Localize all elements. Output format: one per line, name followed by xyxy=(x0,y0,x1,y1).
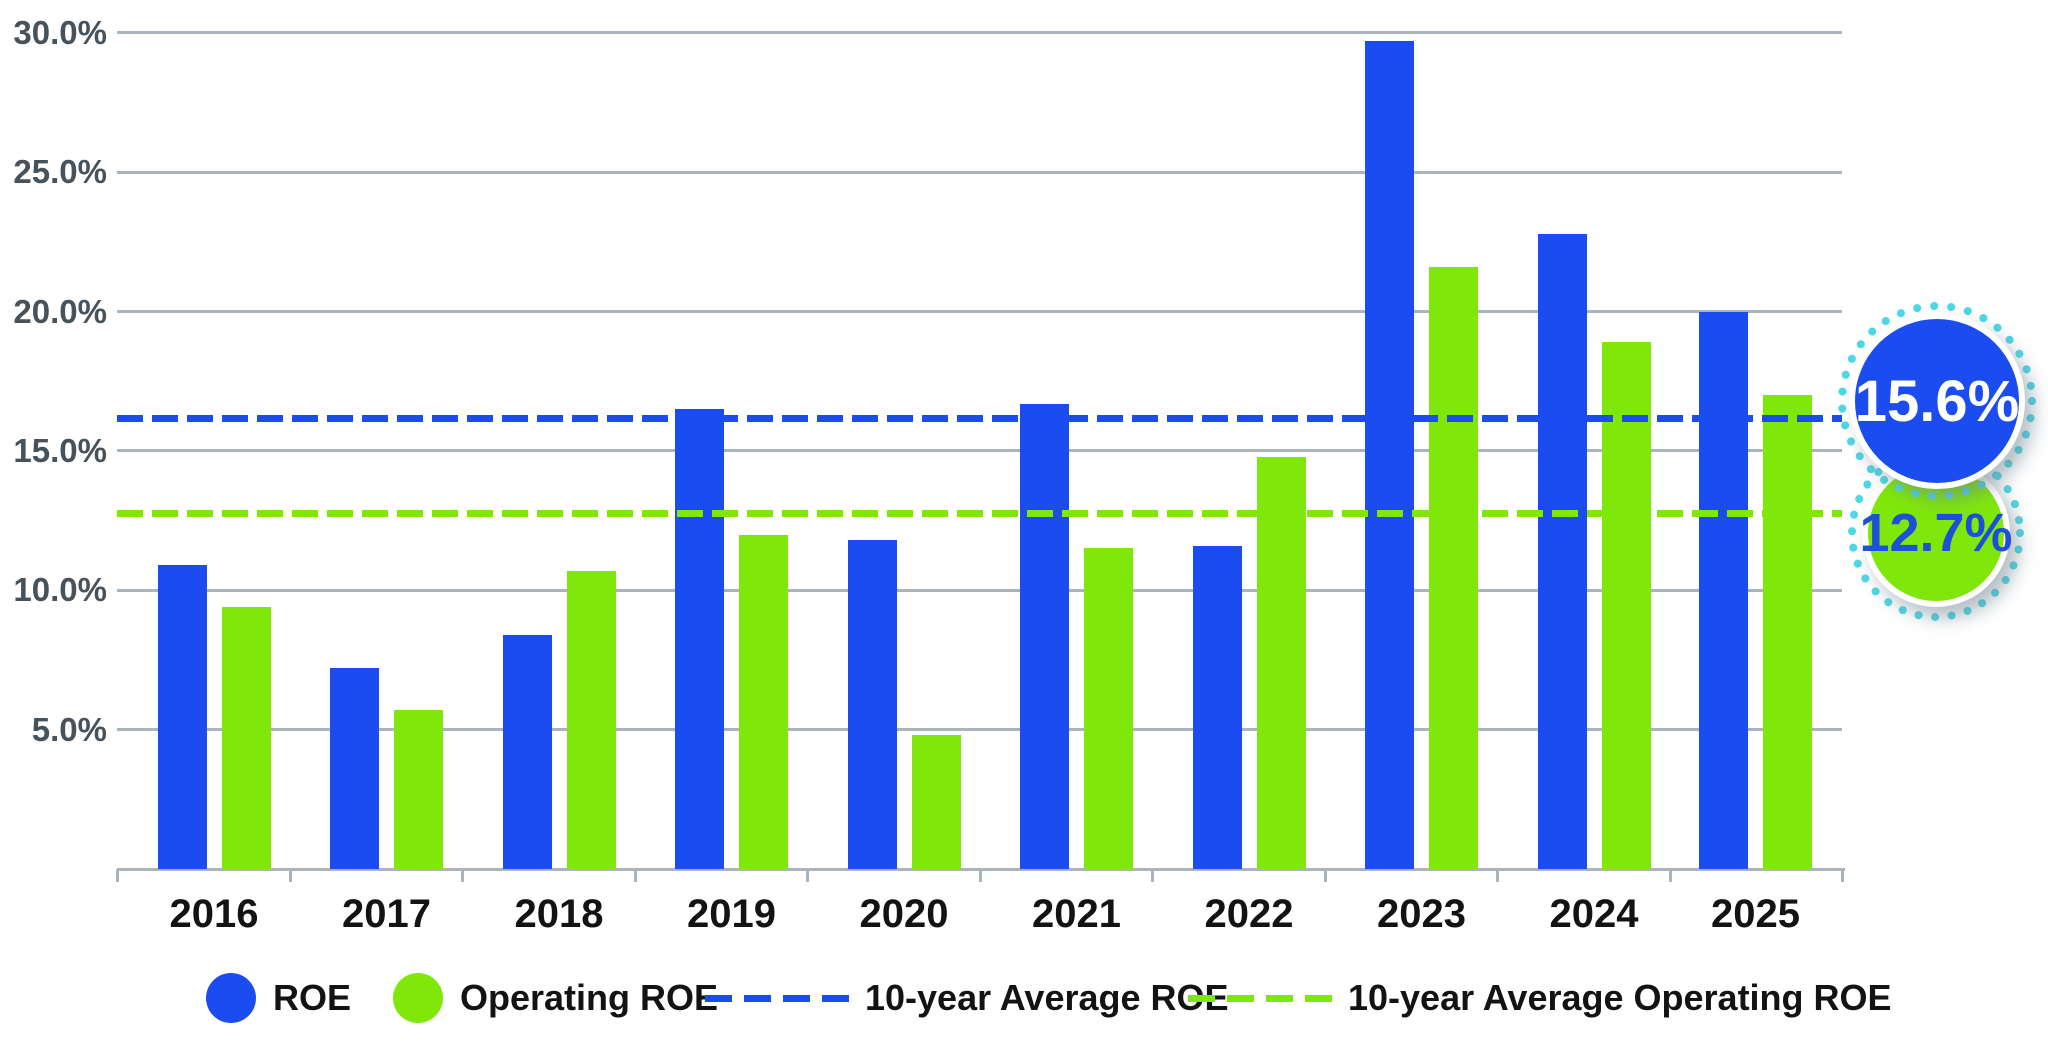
legend-dashed-line-marker-icon xyxy=(1188,994,1334,1002)
legend-circle-marker-icon xyxy=(206,973,256,1023)
x-axis-label-2018: 2018 xyxy=(514,892,604,936)
x-axis-tick xyxy=(288,869,292,882)
legend-dashed-line-marker-icon xyxy=(705,994,851,1002)
bar-roe-2018 xyxy=(502,634,552,869)
x-axis-tick xyxy=(1151,869,1154,882)
x-axis-tick xyxy=(806,869,809,882)
x-axis-label-2022: 2022 xyxy=(1204,892,1294,936)
bar-roe-2016 xyxy=(157,565,207,869)
legend-item-10-year-average-operating-roe: 10-year Average Operating ROE xyxy=(1188,972,1892,1024)
bar-operating-roe-2019 xyxy=(739,534,788,869)
x-axis-tick xyxy=(1668,869,1672,882)
legend-label: Operating ROE xyxy=(460,977,719,1018)
bar-roe-2020 xyxy=(847,540,897,869)
bar-operating-roe-2023 xyxy=(1429,267,1478,869)
x-axis-tick xyxy=(116,869,119,882)
bar-operating-roe-2022 xyxy=(1256,456,1306,869)
bar-operating-roe-2017 xyxy=(394,710,443,869)
y-axis-label-10.0%: 10.0% xyxy=(13,571,107,609)
x-axis-label-2025: 2025 xyxy=(1711,892,1800,936)
gridline-25.0% xyxy=(117,170,1842,174)
x-axis-label-2016: 2016 xyxy=(169,892,259,936)
gridline-10.0% xyxy=(117,588,1842,592)
x-axis-tick xyxy=(1496,869,1499,882)
gridline-30.0% xyxy=(117,31,1842,35)
bar-roe-2021 xyxy=(1020,403,1069,869)
bar-operating-roe-2018 xyxy=(566,570,616,869)
average-operating-roe-value: 12.7% xyxy=(1859,503,2013,563)
bar-operating-roe-2025 xyxy=(1763,395,1812,869)
x-axis-label-2021: 2021 xyxy=(1032,892,1121,936)
average-roe-value: 15.6% xyxy=(1854,368,2020,434)
y-axis-label-15.0%: 15.0% xyxy=(13,431,107,469)
bar-roe-2017 xyxy=(330,668,379,869)
legend-label: 10-year Average ROE xyxy=(865,977,1229,1018)
legend-item-roe: ROE xyxy=(206,972,351,1024)
x-axis-tick xyxy=(1323,869,1327,882)
bar-roe-2024 xyxy=(1537,233,1587,869)
bar-roe-2022 xyxy=(1192,545,1242,869)
legend-circle-marker-icon xyxy=(393,973,443,1023)
bar-roe-2019 xyxy=(675,409,724,869)
legend-label: 10-year Average Operating ROE xyxy=(1348,977,1892,1018)
bar-operating-roe-2021 xyxy=(1084,548,1133,869)
x-axis-label-2017: 2017 xyxy=(342,892,431,936)
chart-legend: ROE Operating ROE 10-year Average ROE 10-ye… xyxy=(0,960,2048,1040)
x-axis-tick xyxy=(633,869,637,882)
gridline-15.0% xyxy=(117,449,1842,453)
legend-label: ROE xyxy=(273,977,352,1018)
y-axis-label-30.0%: 30.0% xyxy=(13,13,107,51)
bar-roe-2023 xyxy=(1365,41,1414,869)
x-axis-tick xyxy=(461,869,464,882)
bar-operating-roe-2020 xyxy=(911,735,961,869)
y-axis-label-25.0%: 25.0% xyxy=(13,153,107,191)
bar-roe-2025 xyxy=(1699,311,1748,869)
x-axis-label-2023: 2023 xyxy=(1377,892,1466,936)
x-axis-label-2019: 2019 xyxy=(687,892,776,936)
bar-operating-roe-2024 xyxy=(1601,342,1651,869)
gridline-5.0% xyxy=(117,728,1842,732)
y-axis-label-20.0%: 20.0% xyxy=(13,292,107,330)
average-line-operating-roe xyxy=(117,510,1842,518)
legend-item-10-year-average-roe: 10-year Average ROE xyxy=(705,972,1229,1024)
y-axis-label-5.0%: 5.0% xyxy=(31,710,107,748)
gridline-20.0% xyxy=(117,310,1842,314)
x-axis-label-2024: 2024 xyxy=(1549,892,1639,936)
x-axis-tick xyxy=(1841,869,1844,882)
average-line-roe xyxy=(117,415,1842,423)
x-axis-label-2020: 2020 xyxy=(859,892,949,936)
legend-item-operating-roe: Operating ROE xyxy=(393,972,718,1024)
bar-operating-roe-2016 xyxy=(221,607,271,869)
average-roe-badge: 15.6% xyxy=(1849,313,2025,489)
x-axis-tick xyxy=(978,869,982,882)
